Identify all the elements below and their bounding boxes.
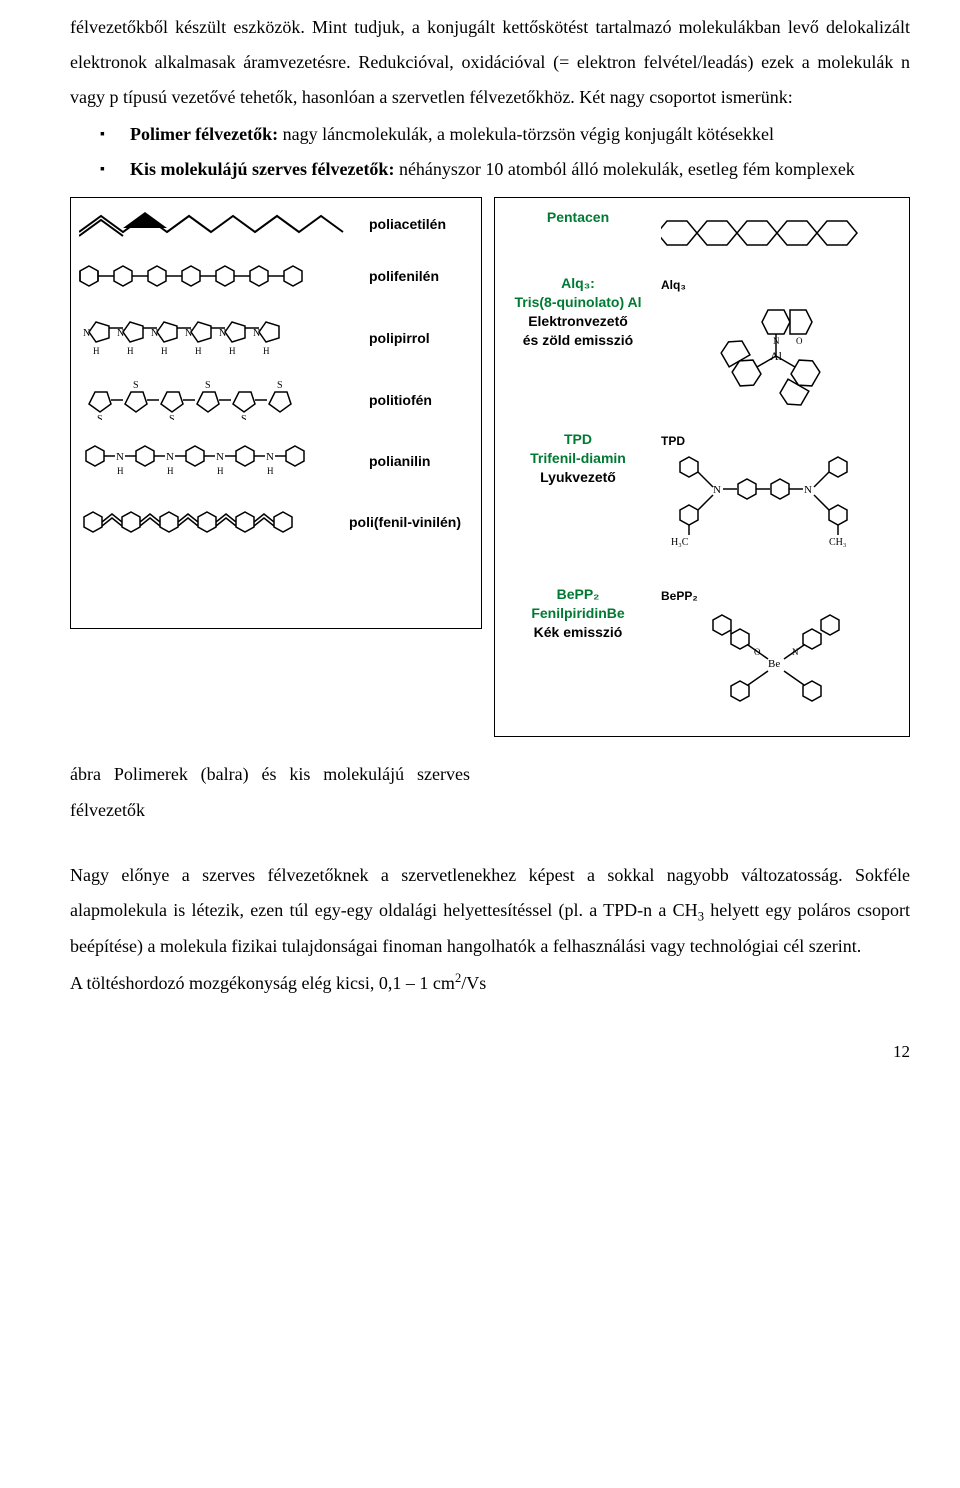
figure-polymers: poliacetilén bbox=[70, 197, 482, 629]
svg-text:H: H bbox=[167, 466, 174, 476]
polifenilen-structure bbox=[79, 256, 359, 296]
polymer-row-2: N N N N N N H H H H H H bbox=[79, 314, 473, 362]
bepp-line1: BePP₂ bbox=[503, 585, 653, 604]
polymer-label-5: poli(fenil-vinilén) bbox=[349, 509, 461, 536]
polymer-row-0: poliacetilén bbox=[79, 210, 473, 238]
svg-text:H: H bbox=[93, 346, 100, 356]
mol-pentacen-name: Pentacen bbox=[547, 209, 609, 225]
bullet-2-rest: néhányszor 10 atomból álló molekulák, es… bbox=[394, 159, 854, 179]
tpd-line1: TPD bbox=[503, 430, 653, 449]
svg-text:H: H bbox=[117, 466, 124, 476]
bullet-2: Kis molekulájú szerves félvezetők: néhán… bbox=[130, 152, 910, 187]
pentacen-structure bbox=[661, 208, 901, 258]
polymer-label-1: polifenilén bbox=[369, 263, 439, 290]
mol-alq3-text: Alq₃: Tris(8-quinolato) Al Elektronvezet… bbox=[503, 274, 653, 350]
polianilin-structure: N N N N bbox=[79, 438, 359, 484]
polymer-label-2: polipirrol bbox=[369, 325, 430, 352]
figure-caption: ábra Polimerek (balra) és kis molekulájú… bbox=[70, 757, 470, 827]
p3-part1: A töltéshordozó mozgékonyság elég kicsi,… bbox=[70, 973, 455, 993]
bullet-1: Polimer félvezetők: nagy láncmolekulák, … bbox=[130, 117, 910, 152]
alq3-line1: Alq₃: bbox=[503, 274, 653, 293]
svg-text:S: S bbox=[241, 414, 247, 420]
polymer-label-3: politiofén bbox=[369, 387, 432, 414]
mol-bepp-row: BePP₂ FenilpiridinBe Kék emisszió BePP₂ … bbox=[503, 585, 901, 724]
svg-text:N: N bbox=[713, 484, 721, 496]
svg-text:S: S bbox=[277, 380, 283, 391]
svg-text:H: H bbox=[195, 346, 202, 356]
svg-text:N: N bbox=[219, 328, 226, 339]
figure-small-molecules: Pentacen Alq₃: bbox=[494, 197, 910, 737]
svg-text:S: S bbox=[169, 414, 175, 420]
svg-text:N: N bbox=[185, 328, 192, 339]
svg-text:CH₃: CH₃ bbox=[829, 537, 846, 548]
svg-text:H₃C: H₃C bbox=[671, 537, 689, 548]
bepp-line3: Kék emisszió bbox=[503, 623, 653, 642]
svg-text:H: H bbox=[127, 346, 134, 356]
alq3-line4: és zöld emisszió bbox=[503, 331, 653, 350]
svg-text:N: N bbox=[253, 328, 260, 339]
bullet-1-rest: nagy láncmolekulák, a molekula-törzsön v… bbox=[278, 124, 774, 144]
svg-text:H: H bbox=[217, 466, 224, 476]
svg-text:N: N bbox=[266, 451, 274, 463]
figure-row: poliacetilén bbox=[70, 197, 910, 737]
svg-text:S: S bbox=[205, 380, 211, 391]
mol-alq3-row: Alq₃: Tris(8-quinolato) Al Elektronvezet… bbox=[503, 274, 901, 413]
polymer-row-5: poli(fenil-vinilén) bbox=[79, 502, 473, 542]
paragraph-3: A töltéshordozó mozgékonyság elég kicsi,… bbox=[70, 966, 910, 1001]
document-page: félvezetőkből készült eszközök. Mint tud… bbox=[0, 0, 960, 1108]
svg-text:O: O bbox=[796, 336, 803, 346]
svg-text:N: N bbox=[773, 336, 780, 346]
polymer-label-4: polianilin bbox=[369, 448, 430, 475]
tpd-structure: TPD N N bbox=[661, 430, 901, 569]
polipirrol-structure: N N N N N N H H H H H H bbox=[79, 314, 359, 362]
svg-text:H: H bbox=[267, 466, 274, 476]
svg-text:N: N bbox=[166, 451, 174, 463]
alq3-line2: Tris(8-quinolato) Al bbox=[503, 293, 653, 312]
alq3-structure: Alq₃ Al NO bbox=[661, 274, 901, 413]
svg-text:N: N bbox=[151, 328, 158, 339]
svg-text:N: N bbox=[804, 484, 812, 496]
svg-text:S: S bbox=[133, 380, 139, 391]
polymer-row-4: N N N N bbox=[79, 438, 473, 484]
bullet-list: Polimer félvezetők: nagy láncmolekulák, … bbox=[70, 117, 910, 187]
bepp-structure: BePP₂ Be bbox=[661, 585, 901, 724]
politiofen-structure: S S S S S S bbox=[79, 380, 359, 420]
bepp-line2: FenilpiridinBe bbox=[503, 604, 653, 623]
svg-text:N: N bbox=[116, 451, 124, 463]
polymer-label-0: poliacetilén bbox=[369, 211, 446, 238]
paragraph-2: Nagy előnye a szerves félvezetőknek a sz… bbox=[70, 858, 910, 964]
bullet-1-bold: Polimer félvezetők: bbox=[130, 124, 278, 144]
page-number: 12 bbox=[70, 1035, 910, 1068]
poliacetilen-structure bbox=[79, 210, 359, 238]
svg-text:S: S bbox=[97, 414, 103, 420]
p3-part2: /Vs bbox=[461, 973, 486, 993]
tpd-line2: Trifenil-diamin bbox=[503, 449, 653, 468]
mol-tpd-text: TPD Trifenil-diamin Lyukvezető bbox=[503, 430, 653, 487]
paragraph-1: félvezetőkből készült eszközök. Mint tud… bbox=[70, 10, 910, 115]
svg-text:H: H bbox=[229, 346, 236, 356]
bullet-2-bold: Kis molekulájú szerves félvezetők: bbox=[130, 159, 394, 179]
mol-tpd-row: TPD Trifenil-diamin Lyukvezető TPD N bbox=[503, 430, 901, 569]
paragraph-1-text: félvezetőkből készült eszközök. Mint tud… bbox=[70, 17, 910, 107]
svg-text:N: N bbox=[216, 451, 224, 463]
svg-text:H: H bbox=[263, 346, 270, 356]
svg-text:O: O bbox=[754, 647, 761, 657]
alq3-line3: Elektronvezető bbox=[503, 312, 653, 331]
tpd-line3: Lyukvezető bbox=[503, 468, 653, 487]
mol-pentacen-row: Pentacen bbox=[503, 208, 901, 258]
caption-text: ábra Polimerek (balra) és kis molekulájú… bbox=[70, 764, 470, 819]
polymer-row-3: S S S S S S politiofén bbox=[79, 380, 473, 420]
svg-text:Be: Be bbox=[768, 658, 780, 670]
mol-pentacen-label: Pentacen bbox=[503, 208, 653, 227]
mol-bepp-text: BePP₂ FenilpiridinBe Kék emisszió bbox=[503, 585, 653, 642]
polifenilvinilen-structure bbox=[79, 502, 339, 542]
svg-text:H: H bbox=[161, 346, 168, 356]
svg-text:N: N bbox=[83, 328, 90, 339]
svg-text:N: N bbox=[792, 647, 799, 657]
svg-text:N: N bbox=[117, 328, 124, 339]
polymer-row-1: polifenilén bbox=[79, 256, 473, 296]
